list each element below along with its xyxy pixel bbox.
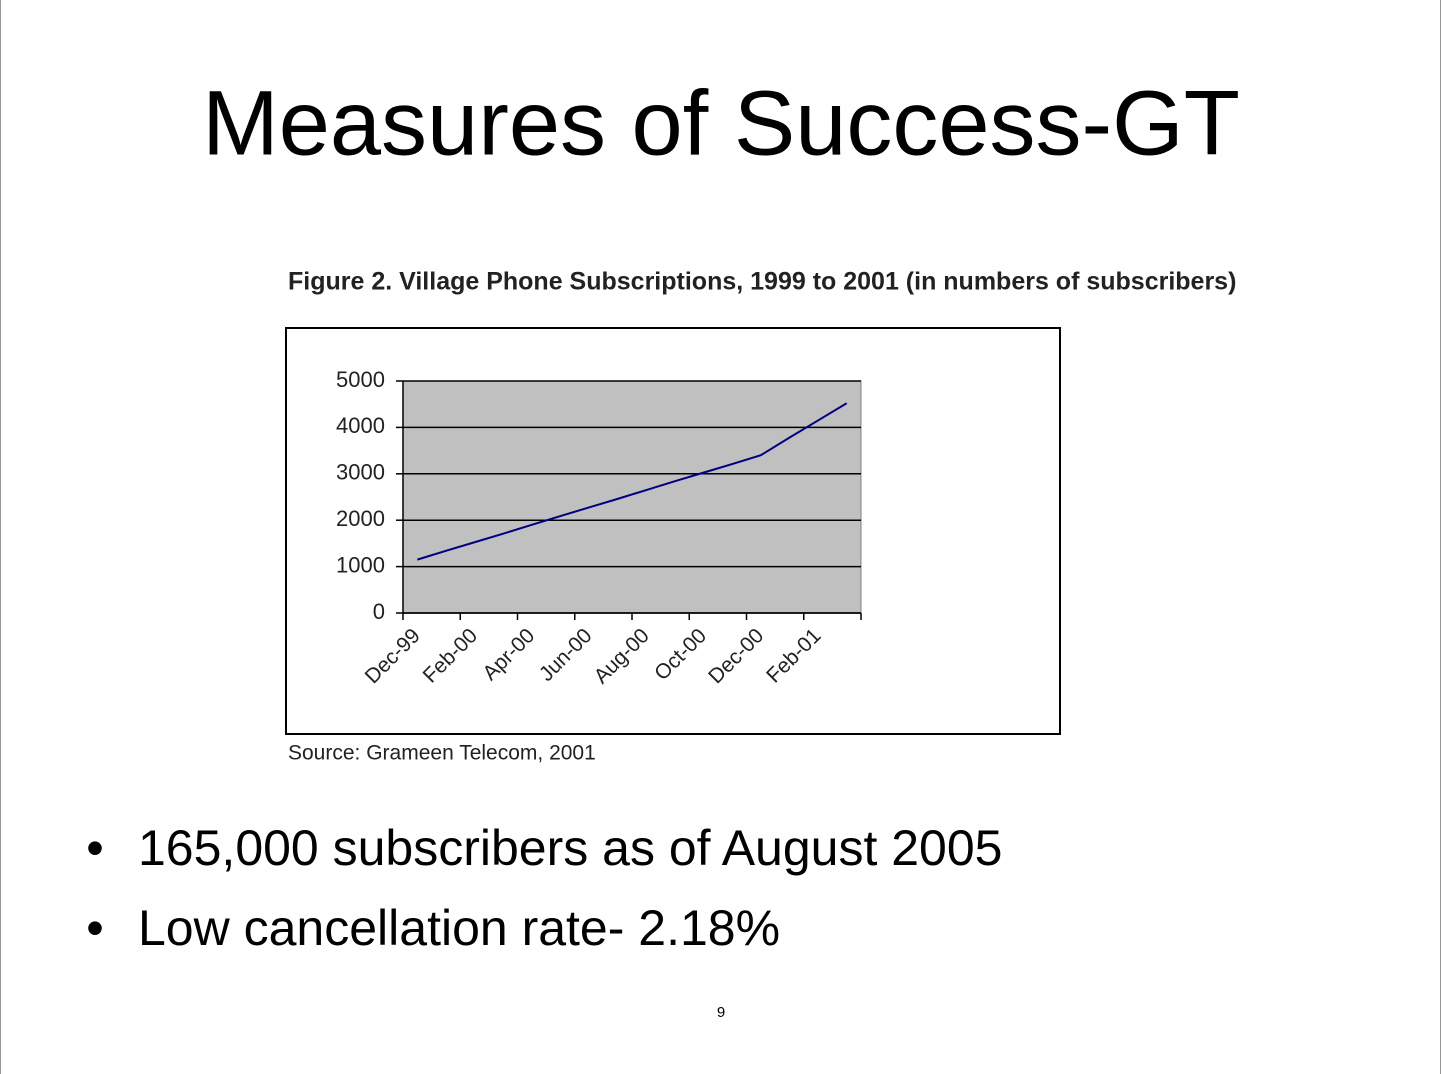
- y-tick-label: 5000: [336, 367, 385, 392]
- y-tick-label: 4000: [336, 413, 385, 438]
- chart-source: Source: Grameen Telecom, 2001: [288, 742, 596, 765]
- bullet: 165,000 subscribers as of August 2005: [138, 820, 1002, 876]
- plot-area: [402, 380, 862, 614]
- slide-title: Measures of Success-GT: [202, 72, 1240, 174]
- bullet-marker: •: [86, 900, 104, 956]
- bullet: Low cancellation rate- 2.18%: [138, 900, 780, 956]
- data-line: [417, 402, 848, 561]
- page-number: 9: [717, 1004, 725, 1021]
- chart-title: Figure 2. Village Phone Subscriptions, 1…: [288, 268, 1236, 296]
- y-tick-label: 2000: [336, 506, 385, 531]
- y-tick-label: 0: [373, 599, 385, 624]
- bullet-marker: •: [86, 820, 104, 876]
- y-tick-label: 1000: [336, 552, 385, 577]
- y-tick-label: 3000: [336, 460, 385, 485]
